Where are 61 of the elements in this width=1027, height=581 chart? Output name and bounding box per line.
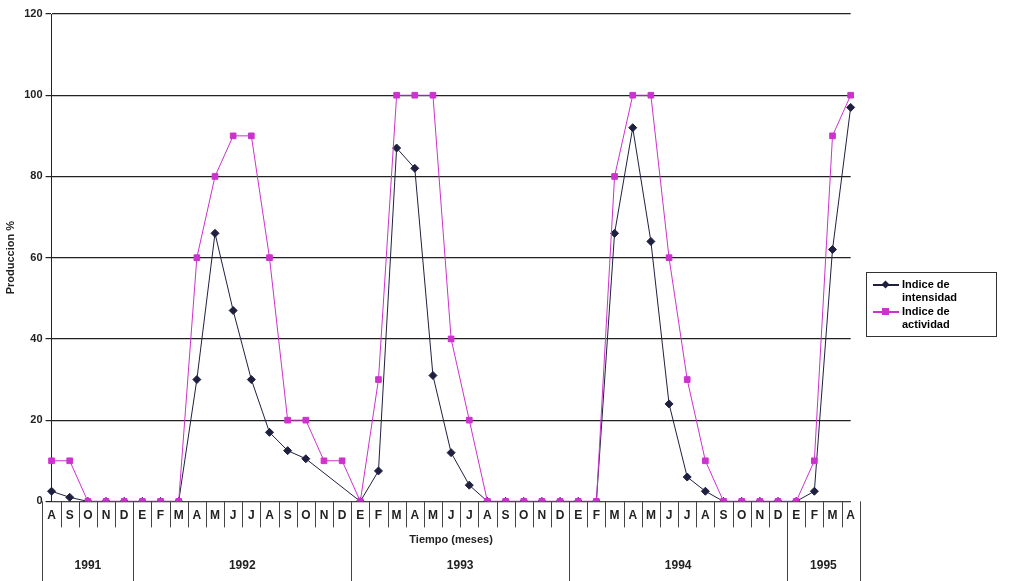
text: 1994 [664,557,692,572]
text: 1991 [74,557,102,572]
x-tick-label: F [592,507,601,522]
x-tick-label: E [574,507,583,522]
x-tick-label: M [210,507,221,522]
x-tick-label: E [792,507,801,522]
text: 1992 [228,557,256,572]
x-axis-title: Tiempo (meses) [409,533,494,546]
x-tick-label: A [483,507,493,522]
x-tick-label: J [447,507,455,522]
y-tick-label: 0 [36,494,43,507]
x-tick-label: A [846,507,856,522]
x-tick-label: S [719,507,728,522]
y-tick-label: 60 [30,250,43,263]
x-tick-label: D [773,507,783,522]
x-tick-label: N [319,507,329,522]
x-tick-label: J [465,507,473,522]
y-tick-label: 40 [30,331,43,344]
x-tick-label: D [119,507,129,522]
x-tick-label: N [537,507,547,522]
y-tick-label: 120 [24,7,43,20]
x-tick-label: F [810,507,819,522]
x-tick-label: J [229,507,237,522]
x-tick-label: D [337,507,347,522]
x-tick-label: M [427,507,438,522]
text: 1993 [446,557,474,572]
x-tick-label: A [47,507,57,522]
x-tick-label: D [555,507,565,522]
text: 1995 [810,557,838,572]
x-tick-label: M [645,507,656,522]
x-tick-label: S [283,507,292,522]
x-tick-label: A [192,507,202,522]
x-tick-label: O [737,507,747,522]
x-tick-label: N [101,507,111,522]
x-tick-label: F [374,507,383,522]
x-tick-label: J [665,507,673,522]
x-tick-label: A [701,507,711,522]
x-tick-label: J [683,507,691,522]
legend-label: Indice de intensidad [902,278,958,304]
x-tick-label: J [247,507,255,522]
x-tick-label: M [827,507,838,522]
y-tick-label: 80 [30,169,43,182]
x-tick-label: M [391,507,402,522]
x-tick-label: M [609,507,620,522]
x-tick-label: O [519,507,529,522]
x-tick-label: N [755,507,765,522]
x-tick-label: O [301,507,311,522]
x-tick-label: S [65,507,74,522]
y-tick-label: 100 [24,88,43,101]
x-tick-label: E [138,507,147,522]
y-tick-label: 20 [30,413,43,426]
y-axis-title: Produccion % [3,220,16,295]
x-tick-label: F [156,507,165,522]
x-tick-label: O [83,507,93,522]
x-tick-label: S [501,507,510,522]
x-tick-label: A [265,507,275,522]
x-tick-label: A [628,507,638,522]
legend-label: Indice de actividad [902,305,951,331]
x-tick-label: E [356,507,365,522]
x-tick-label: M [173,507,184,522]
x-tick-label: A [410,507,420,522]
